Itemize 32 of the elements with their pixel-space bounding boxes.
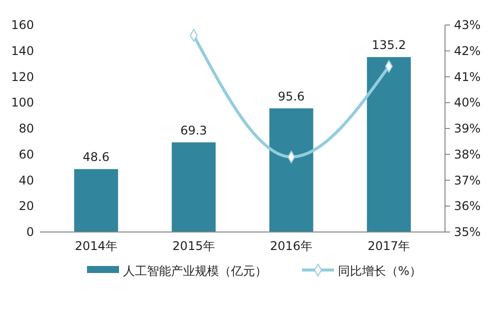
x-tick-label: 2015年 bbox=[172, 239, 215, 253]
bar bbox=[366, 57, 411, 232]
y-tick-label: 40 bbox=[18, 173, 34, 188]
x-tick-label: 2016年 bbox=[270, 239, 313, 253]
data-label: 135.2 bbox=[372, 38, 406, 52]
data-label: 48.6 bbox=[82, 150, 110, 164]
x-tick-label: 2014年 bbox=[74, 239, 118, 253]
y2-tick-label: 38% bbox=[454, 147, 481, 162]
legend-label: 同比增长（%） bbox=[338, 264, 422, 278]
y-tick-label: 60 bbox=[18, 147, 34, 162]
y-tick-label: 80 bbox=[18, 122, 34, 136]
y-tick-label: 120 bbox=[11, 70, 34, 84]
y2-tick-label: 39% bbox=[454, 122, 481, 136]
data-label: 95.6 bbox=[278, 89, 305, 104]
y-tick-label: 100 bbox=[11, 96, 34, 110]
y-tick-label: 160 bbox=[11, 18, 34, 32]
y2-tick-label: 36% bbox=[454, 199, 481, 214]
x-tick-label: 2017年 bbox=[368, 239, 410, 253]
bar bbox=[172, 142, 216, 232]
y2-tick-label: 35% bbox=[454, 225, 481, 239]
y2-tick-label: 43% bbox=[454, 18, 481, 32]
y-tick-label: 20 bbox=[18, 199, 34, 214]
y2-tick-label: 37% bbox=[454, 173, 481, 188]
y-tick-label: 140 bbox=[11, 44, 34, 58]
y2-tick-label: 42% bbox=[454, 44, 481, 58]
legend-label: 人工智能产业规模（亿元） bbox=[123, 264, 267, 278]
y2-tick-label: 40% bbox=[454, 96, 481, 110]
y2-tick-label: 41% bbox=[454, 70, 481, 84]
y-tick-label: 0 bbox=[26, 225, 34, 239]
bar bbox=[269, 108, 314, 232]
data-label: 69.3 bbox=[180, 123, 208, 138]
bar bbox=[74, 169, 118, 232]
